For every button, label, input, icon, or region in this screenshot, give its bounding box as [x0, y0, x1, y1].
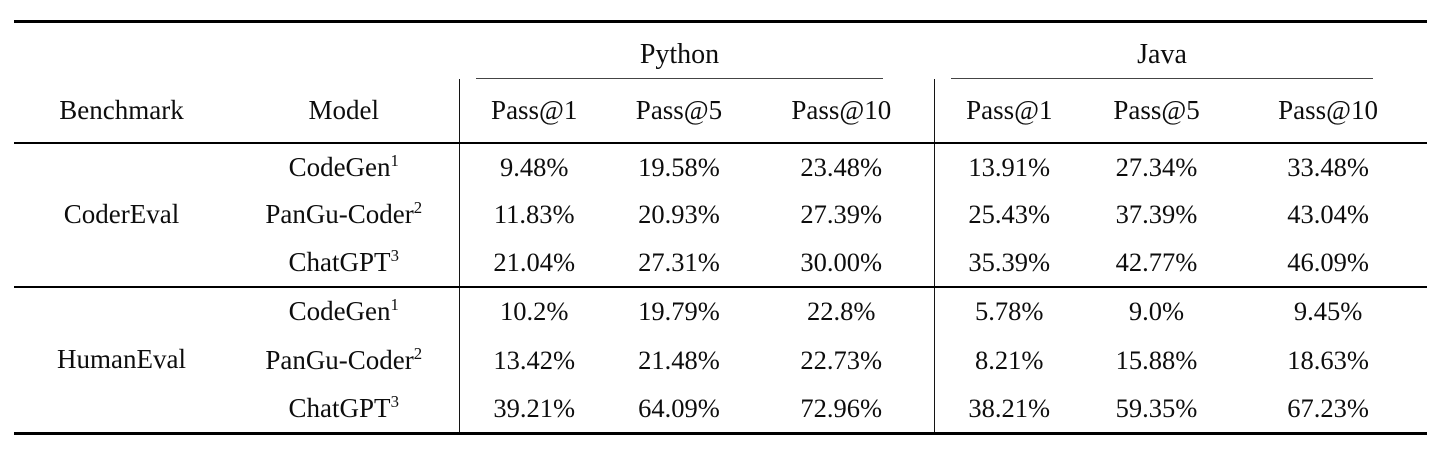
java-pass5-cell: 15.88%: [1115, 344, 1198, 375]
benchmark-cell-humaneval: HumanEval: [57, 344, 186, 375]
group-header-row: Python Java: [14, 22, 1427, 79]
python-pass5-cell: 64.09%: [638, 392, 720, 423]
col-header-model: Model: [229, 78, 459, 144]
benchmark-cell-codereval: CoderEval: [14, 142, 229, 288]
python-pass5-cell: 20.93%: [638, 199, 720, 229]
codereval-block: CoderEval CodeGen1 9.48% 19.58% 23.48% 1…: [14, 142, 1428, 288]
python-pass5-cell: 19.58%: [638, 151, 720, 182]
python-group-label: Python: [639, 38, 720, 70]
java-pass5-cell: 42.77%: [1084, 238, 1230, 288]
java-pass10-cell: 46.09%: [1229, 238, 1428, 288]
table-row: PanGu-Coder2 11.83% 20.93% 27.39% 25.43%…: [14, 190, 1427, 239]
table-row: HumanEval CodeGen1 10.2% 19.79% 22.8% 5.…: [14, 286, 1427, 374]
model-superscript: 3: [390, 245, 399, 265]
java-pass10-cell: 33.48%: [1287, 151, 1369, 182]
python-pass1-cell: 10.2%: [458, 286, 609, 336]
col-header-python-pass1: Pass@1: [458, 78, 609, 144]
col-header-java-pass5: Pass@5: [1084, 78, 1230, 144]
java-pass10-cell: 67.23%: [1287, 392, 1369, 423]
java-pass5-cell: 59.35%: [1115, 392, 1198, 423]
model-superscript: 1: [390, 150, 399, 170]
python-pass1-cell: 39.21%: [458, 384, 609, 434]
python-pass10-cell: 72.96%: [800, 392, 883, 423]
model-superscript: 1: [390, 295, 399, 314]
java-pass10-cell: 18.63%: [1287, 344, 1369, 375]
model-name: PanGu-Coder: [265, 344, 414, 375]
model-cell: PanGu-Coder2: [229, 191, 459, 239]
java-pass5-cell: 9.0%: [1128, 296, 1185, 326]
model-cell: ChatGPT3: [229, 385, 459, 434]
python-pass5-cell: 21.48%: [638, 344, 720, 375]
java-cmidrule: Java: [951, 38, 1374, 79]
col-header-python-pass5: Pass@5: [609, 78, 749, 144]
group-header-spacer: [14, 22, 459, 79]
model-name: ChatGPT: [288, 392, 391, 423]
python-pass5-cell: 19.79%: [638, 296, 720, 326]
table-row: ChatGPT3 21.04% 27.31% 30.00% 35.39% 42.…: [14, 238, 1428, 288]
java-group-label: Java: [1137, 38, 1187, 70]
model-cell: ChatGPT3: [229, 238, 459, 288]
table-row: PanGu-Coder2 13.42% 21.48% 22.73% 8.21% …: [14, 335, 1427, 385]
java-pass5-cell: 37.39%: [1115, 199, 1198, 229]
python-pass5-cell: 27.31%: [609, 238, 749, 288]
col-header-benchmark: Benchmark: [14, 78, 229, 144]
model-name: ChatGPT: [288, 246, 391, 277]
col-header-python-pass10: Pass@10: [749, 78, 935, 144]
group-header-java: Java: [934, 22, 1427, 79]
java-pass10-cell: 43.04%: [1287, 199, 1369, 229]
python-pass1-cell: 21.04%: [458, 238, 609, 288]
model-name: CodeGen: [288, 296, 391, 326]
model-superscript: 2: [413, 343, 423, 363]
model-cell: PanGu-Coder2: [229, 336, 459, 385]
column-header-row: Benchmark Model Pass@1 Pass@5 Pass@10 Pa…: [14, 78, 1428, 144]
col-header-java-pass10: Pass@10: [1229, 78, 1428, 144]
java-pass1-cell: 38.21%: [933, 384, 1085, 434]
benchmark-results-table: Python Java Benchmark Model Pass@1 Pass@…: [14, 20, 1428, 435]
table-header: Python Java Benchmark Model Pass@1 Pass@…: [14, 22, 1428, 144]
python-pass10-cell: 30.00%: [749, 238, 935, 288]
table-row: ChatGPT3 39.21% 64.09% 72.96% 38.21% 59.…: [14, 384, 1427, 434]
python-pass1-cell: 13.42%: [458, 335, 609, 385]
java-pass1-cell: 5.78%: [933, 286, 1085, 336]
python-cmidrule: Python: [476, 38, 884, 79]
table-container: Python Java Benchmark Model Pass@1 Pass@…: [14, 20, 1428, 435]
col-header-java-pass1: Pass@1: [933, 78, 1085, 144]
humaneval-block: HumanEval CodeGen1 10.2% 19.79% 22.8% 5.…: [14, 286, 1427, 434]
java-pass1-cell: 8.21%: [933, 335, 1085, 385]
python-pass10-cell: 27.39%: [800, 199, 883, 229]
python-pass1-cell: 11.83%: [458, 190, 609, 239]
model-name: CodeGen: [288, 151, 391, 182]
java-pass1-cell: 35.39%: [933, 238, 1085, 288]
python-pass10-cell: 22.8%: [807, 296, 876, 326]
model-cell: CodeGen1: [229, 287, 459, 336]
java-pass10-cell: 9.45%: [1293, 296, 1363, 326]
table-row: CoderEval CodeGen1 9.48% 19.58% 23.48% 1…: [14, 142, 1427, 288]
group-header-python: Python: [459, 22, 934, 79]
model-name: PanGu-Coder: [265, 199, 414, 229]
java-pass1-cell: 13.91%: [933, 142, 1085, 191]
java-pass5-cell: 27.34%: [1115, 151, 1198, 182]
java-pass1-cell: 25.43%: [933, 190, 1085, 239]
model-cell: CodeGen1: [229, 143, 459, 191]
python-pass10-cell: 23.48%: [800, 151, 883, 182]
model-superscript: 3: [390, 391, 399, 411]
python-pass10-cell: 22.73%: [800, 344, 883, 375]
model-superscript: 2: [413, 198, 423, 217]
python-pass1-cell: 9.48%: [458, 142, 609, 191]
